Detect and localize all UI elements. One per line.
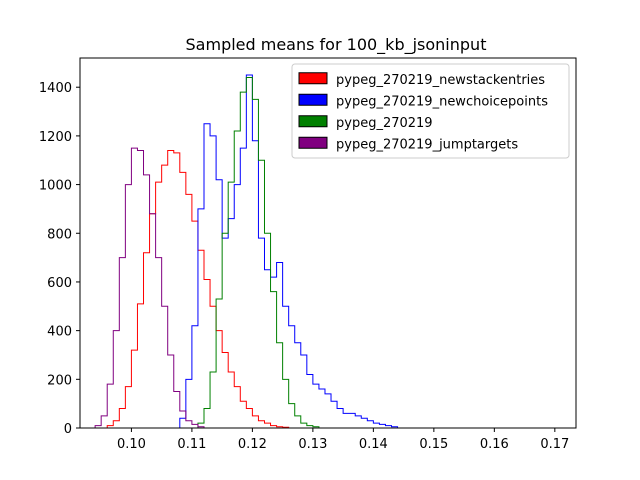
plot-frame [79, 57, 577, 429]
y-tick-label: 0 [64, 422, 72, 437]
y-tick-label: 600 [47, 276, 72, 291]
y-tick-label: 1200 [39, 130, 72, 145]
legend: pypeg_270219_newstackentries pypeg_270219… [291, 63, 570, 159]
y-tick-label: 1400 [39, 81, 72, 96]
x-axis: 0.10 0.11 0.12 0.13 0.14 0.15 0.16 0.17 [117, 428, 569, 452]
chart-title: Sampled means for 100_kb_jsoninput [186, 35, 487, 55]
x-tick-label: 0.11 [177, 437, 206, 452]
legend-label: pypeg_270219_newchoicepoints [336, 94, 548, 109]
plot-series [94, 74, 399, 428]
legend-label: pypeg_270219 [336, 116, 433, 131]
series-2-histogram [197, 76, 320, 428]
x-tick-label: 0.17 [540, 437, 569, 452]
legend-swatch [298, 115, 328, 128]
y-tick-label: 200 [47, 373, 72, 388]
x-tick-label: 0.12 [238, 437, 267, 452]
legend-box [291, 63, 570, 159]
legend-label: pypeg_270219_jumptargets [336, 137, 518, 152]
y-tick-label: 1000 [39, 179, 72, 194]
y-tick-label: 400 [47, 325, 72, 340]
y-tick-label: 800 [47, 227, 72, 242]
legend-swatch [298, 72, 328, 85]
legend-swatch [298, 93, 328, 106]
x-tick-label: 0.16 [480, 437, 509, 452]
series-3-histogram [94, 147, 205, 428]
legend-swatch [298, 136, 328, 149]
x-tick-label: 0.13 [298, 437, 327, 452]
legend-label: pypeg_270219_newstackentries [336, 73, 545, 88]
x-tick-label: 0.15 [419, 437, 448, 452]
series-1-histogram [179, 74, 399, 428]
y-axis: 0 200 400 600 800 1000 1200 1400 [39, 81, 80, 437]
x-tick-label: 0.14 [359, 437, 388, 452]
x-tick-label: 0.10 [117, 437, 146, 452]
